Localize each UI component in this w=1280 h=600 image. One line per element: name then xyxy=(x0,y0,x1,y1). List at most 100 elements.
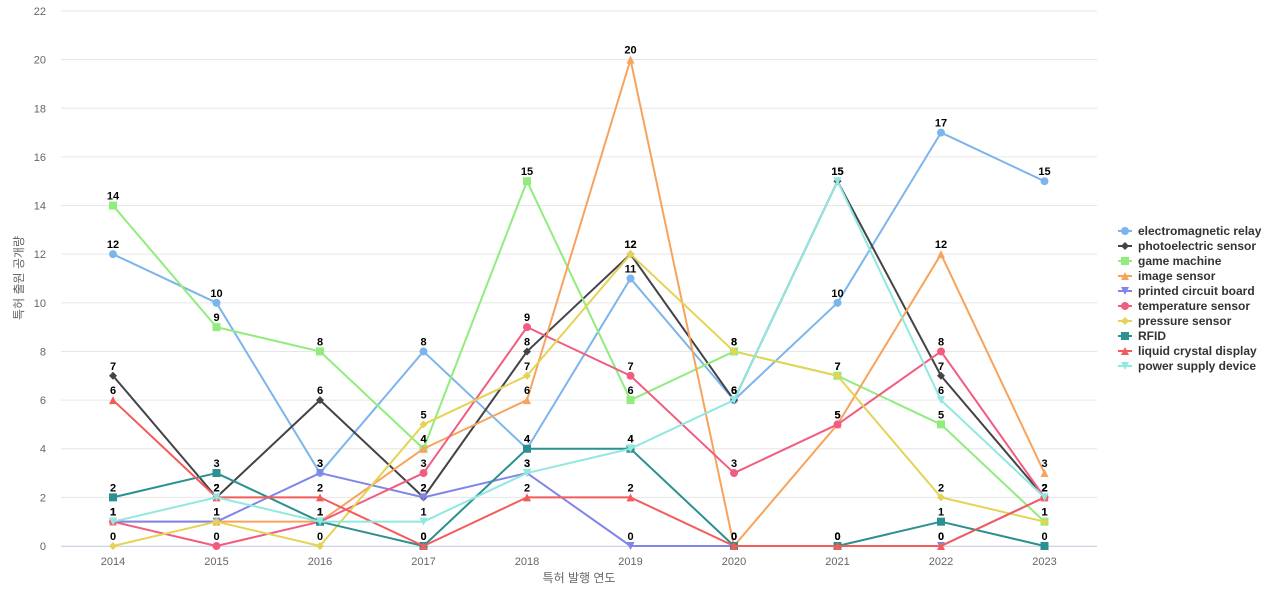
data-labels: 1210384116101715726281261572149841568751… xyxy=(107,45,1051,543)
series-line xyxy=(112,326,1046,547)
legend-item-temperature-sensor[interactable]: temperature sensor xyxy=(1118,299,1250,313)
legend-label: printed circuit board xyxy=(1138,284,1255,298)
data-label: 3 xyxy=(524,458,530,470)
data-point xyxy=(212,493,221,502)
data-label: 12 xyxy=(624,239,636,251)
data-label: 6 xyxy=(938,385,944,397)
data-label: 6 xyxy=(731,385,737,397)
data-point xyxy=(626,396,635,405)
data-label: 4 xyxy=(627,434,634,446)
series-line xyxy=(112,399,1046,547)
legend-item-printed-circuit-board[interactable]: printed circuit board xyxy=(1118,284,1255,298)
data-label: 20 xyxy=(624,45,636,57)
data-point xyxy=(730,396,738,405)
data-label: 5 xyxy=(420,409,426,421)
legend-marker xyxy=(1121,257,1129,265)
data-point xyxy=(730,542,738,550)
data-label: 2 xyxy=(938,482,944,494)
data-label: 3 xyxy=(731,458,737,470)
legend-marker xyxy=(1121,332,1129,340)
y-tick-label: 18 xyxy=(34,103,46,115)
series-line xyxy=(112,131,1046,475)
data-point xyxy=(109,201,117,210)
y-tick-label: 0 xyxy=(40,541,46,553)
data-point xyxy=(109,493,117,502)
data-point xyxy=(1040,177,1049,186)
data-point xyxy=(523,371,531,380)
data-label: 3 xyxy=(420,458,426,470)
legend-item-liquid-crystal-display[interactable]: liquid crystal display xyxy=(1118,344,1257,358)
data-label: 2 xyxy=(420,482,426,494)
data-label: 0 xyxy=(731,531,737,543)
legend-item-power-supply-device[interactable]: power supply device xyxy=(1118,359,1256,373)
data-point xyxy=(523,323,531,332)
legend-label: image sensor xyxy=(1138,269,1216,283)
data-label: 7 xyxy=(938,361,944,373)
data-label: 0 xyxy=(1041,531,1047,543)
data-label: 2 xyxy=(213,482,219,494)
legend-label: liquid crystal display xyxy=(1138,344,1257,358)
data-label: 7 xyxy=(627,361,633,373)
series-line xyxy=(112,58,1046,547)
data-label: 0 xyxy=(420,531,426,543)
data-point xyxy=(937,128,945,137)
data-point xyxy=(316,517,324,526)
data-label: 8 xyxy=(731,336,737,348)
legend-item-pressure-sensor[interactable]: pressure sensor xyxy=(1118,314,1232,328)
series-photoelectric-sensor xyxy=(109,177,1049,502)
data-label: 2 xyxy=(1041,482,1047,494)
data-label: 14 xyxy=(107,191,120,203)
data-label: 1 xyxy=(213,507,219,519)
data-label: 0 xyxy=(627,531,633,543)
data-label: 4 xyxy=(420,434,427,446)
x-tick-label: 2020 xyxy=(722,556,746,568)
data-label: 3 xyxy=(317,458,323,470)
data-point xyxy=(419,420,428,429)
legend-item-electromagnetic-relay[interactable]: electromagnetic relay xyxy=(1118,224,1262,238)
legend-item-game-machine[interactable]: game machine xyxy=(1118,254,1222,268)
data-label: 5 xyxy=(834,409,840,421)
data-point xyxy=(626,250,635,259)
data-label: 4 xyxy=(627,434,634,446)
data-point xyxy=(212,469,221,478)
legend-item-photoelectric-sensor[interactable]: photoelectric sensor xyxy=(1118,239,1256,253)
data-point xyxy=(730,347,738,356)
data-label: 1 xyxy=(938,507,944,519)
legend-item-rfid[interactable]: RFID xyxy=(1118,329,1166,343)
data-point xyxy=(833,298,842,307)
data-label: 1 xyxy=(1041,507,1047,519)
data-point xyxy=(937,250,945,259)
data-label: 2 xyxy=(1041,482,1047,494)
legend-label: RFID xyxy=(1138,329,1166,343)
data-label: 1 xyxy=(420,507,426,519)
legend-label: pressure sensor xyxy=(1138,314,1232,328)
data-label: 9 xyxy=(524,312,530,324)
data-label: 12 xyxy=(624,239,636,251)
data-label: 15 xyxy=(521,166,533,178)
data-label: 6 xyxy=(524,385,530,397)
data-point xyxy=(419,469,428,478)
data-label: 15 xyxy=(1038,166,1050,178)
data-label: 7 xyxy=(110,361,116,373)
data-label: 0 xyxy=(834,531,840,543)
data-label: 0 xyxy=(317,531,323,543)
data-label: 2 xyxy=(110,482,116,494)
series-line xyxy=(112,180,1046,523)
data-label: 5 xyxy=(834,409,840,421)
data-point xyxy=(316,469,324,478)
legend-item-image-sensor[interactable]: image sensor xyxy=(1118,269,1216,283)
data-label: 0 xyxy=(731,531,737,543)
data-label: 1 xyxy=(317,507,323,519)
data-label: 2 xyxy=(1041,482,1047,494)
data-label: 10 xyxy=(831,288,843,300)
data-label: 8 xyxy=(731,336,737,348)
series-line xyxy=(112,180,1046,523)
x-axis-title: 특허 발행 연도 xyxy=(543,570,616,585)
data-point xyxy=(523,493,531,502)
data-point xyxy=(523,444,531,453)
data-label: 5 xyxy=(938,409,944,421)
data-point xyxy=(937,371,945,380)
data-point xyxy=(316,493,324,502)
data-label: 2 xyxy=(213,482,219,494)
